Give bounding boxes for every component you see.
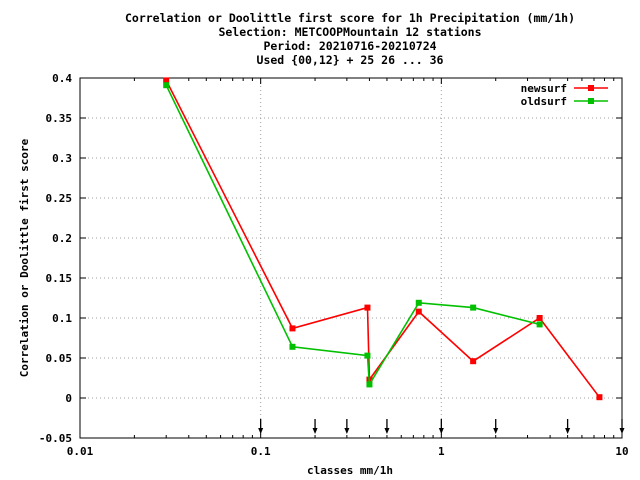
data-point-oldsurf-2 [364,352,371,359]
series-line-newsurf [165,80,601,398]
data-point-oldsurf-4 [415,299,422,306]
legend-entry-newsurf: newsurf [521,82,608,95]
title-line-3: Period: 20210716-20210724 [263,39,436,53]
class-limit-arrow-5 [493,419,499,434]
data-point-newsurf-7 [596,394,603,401]
y-tick-label: -0.05 [39,432,72,445]
series-line-oldsurf [165,84,540,387]
class-limit-arrow-2 [344,419,350,434]
data-point-newsurf-0 [163,77,170,84]
y-tick-label: 0.05 [46,352,73,365]
class-limit-arrow-3 [384,419,390,434]
arrow-head [493,428,499,434]
y-tick-label: 0.25 [46,192,73,205]
y-tick-label: 0.4 [52,72,72,85]
x-tick-label: 0.01 [67,445,94,458]
legend-label-newsurf: newsurf [521,82,567,95]
class-limit-arrow-0 [258,419,264,434]
title-line-4: Used {00,12} + 25 26 ... 36 [257,53,444,67]
arrow-head [384,428,390,434]
data-point-newsurf-4 [415,308,422,315]
y-tick-label: 0.1 [52,312,72,325]
title-line-1: Correlation or Doolittle first score for… [125,11,575,25]
arrow-head [312,428,318,434]
class-limit-arrow-6 [565,419,571,434]
arrow-head [565,428,571,434]
data-point-oldsurf-0 [163,82,170,89]
axes: -0.05 0 0.05 0.1 0.15 0.2 0.25 0.3 0.35 0.4 0.01 0.… [39,72,629,458]
arrow-head [619,428,625,434]
title-line-2: Selection: METCOOPMountain 12 stations [218,25,481,39]
arrow-head [438,428,444,434]
data-point-newsurf-1 [289,325,296,332]
x-tick-label: 0.1 [251,445,271,458]
y-tick-label: 0.35 [46,112,73,125]
chart-title: Correlation or Doolittle first score for… [125,11,575,67]
arrow-head [258,428,264,434]
x-axis-label: classes mm/1h [307,464,393,477]
plot-frame [79,77,623,439]
grid [80,78,622,438]
legend-label-oldsurf: oldsurf [521,95,567,108]
series [163,77,603,401]
data-point-newsurf-6 [536,315,543,321]
class-limit-markers [258,419,625,434]
data-point-oldsurf-3 [366,381,373,388]
data-point-newsurf-5 [470,358,477,365]
legend-swatch-marker-newsurf [588,85,594,91]
data-point-oldsurf-1 [289,343,296,350]
legend-swatch-marker-oldsurf [588,98,594,104]
class-limit-arrow-7 [619,419,625,434]
arrow-head [344,428,350,434]
y-tick-label: 0 [65,392,72,405]
y-axis-label: Correlation or Doolittle first score [18,138,31,377]
data-point-newsurf-2 [364,304,371,311]
series-oldsurf [163,82,543,388]
y-tick-label: 0.2 [52,232,72,245]
x-tick-label: 10 [615,445,628,458]
legend-entry-oldsurf: oldsurf [521,95,608,108]
class-limit-arrow-1 [312,419,318,434]
data-point-oldsurf-6 [536,321,543,328]
series-newsurf [163,77,603,401]
y-tick-label: 0.3 [52,152,72,165]
y-tick-label: 0.15 [46,272,73,285]
data-point-oldsurf-5 [470,304,477,311]
class-limit-arrow-4 [438,419,444,434]
x-tick-label: 1 [438,445,445,458]
